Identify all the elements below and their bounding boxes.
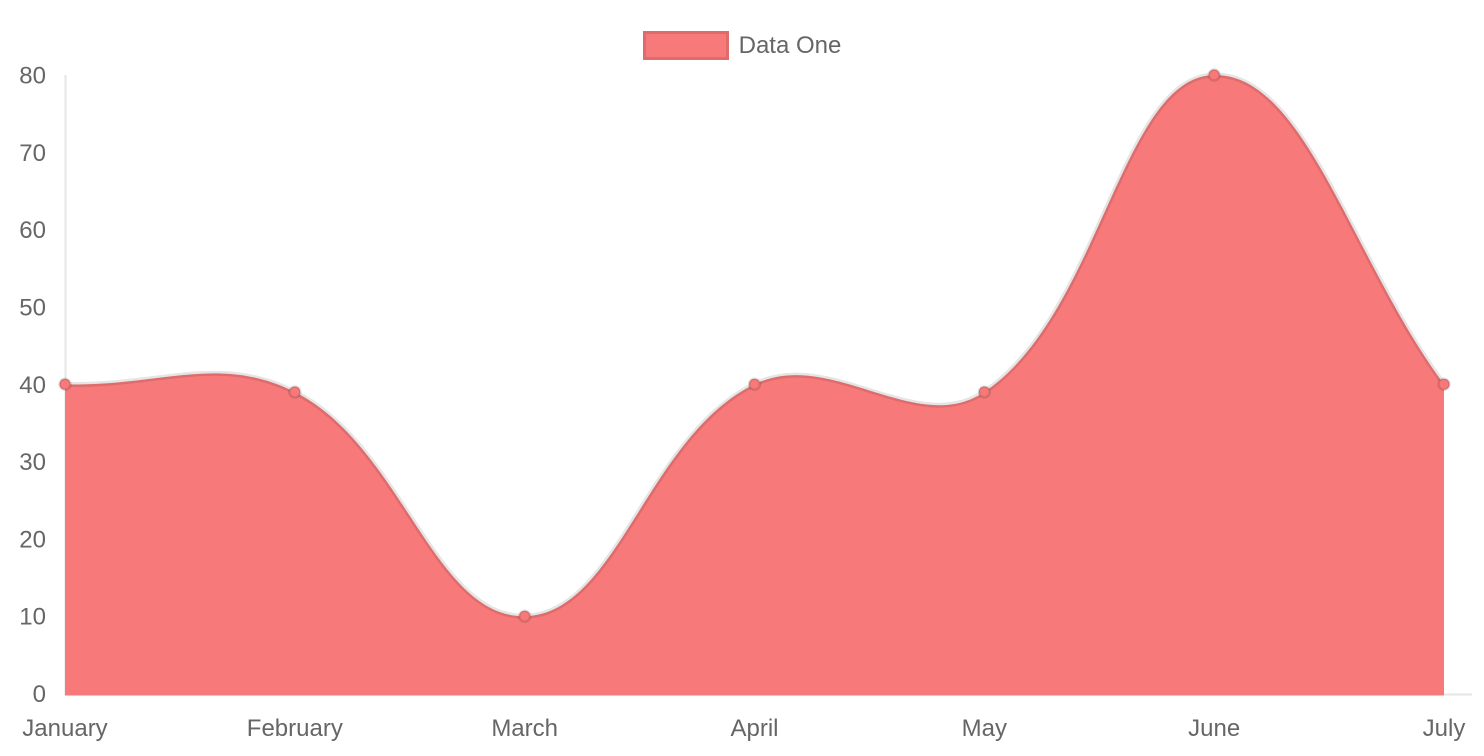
legend-swatch-icon: [642, 31, 729, 60]
y-tick-label-60: 60: [19, 217, 46, 244]
y-tick-label-40: 40: [19, 372, 46, 399]
x-tick-label-may: May: [962, 715, 1007, 742]
x-tick-label-february: February: [247, 715, 343, 742]
x-tick-label-april: April: [730, 715, 778, 742]
x-tick-label-june: June: [1188, 715, 1240, 742]
y-tick-label-0: 0: [33, 681, 46, 708]
y-tick-label-80: 80: [19, 63, 46, 90]
y-tick-label-70: 70: [19, 140, 46, 167]
data-point-july[interactable]: [1437, 377, 1451, 391]
data-point-february[interactable]: [288, 385, 302, 399]
y-tick-label-20: 20: [19, 526, 46, 553]
data-point-march[interactable]: [517, 609, 532, 623]
x-tick-label-january: January: [22, 715, 107, 742]
data-point-may[interactable]: [977, 385, 992, 399]
series-line-path: [64, 72, 1447, 619]
data-point-january[interactable]: [58, 377, 72, 391]
data-point-june[interactable]: [1207, 68, 1221, 82]
y-tick-label-10: 10: [19, 604, 46, 631]
chart-legend: Data One: [0, 31, 1484, 60]
legend-label: Data One: [738, 32, 842, 59]
y-tick-label-30: 30: [19, 449, 46, 476]
x-tick-label-july: July: [1423, 715, 1466, 742]
x-tick-label-march: March: [491, 715, 558, 742]
legend-item-data-one[interactable]: Data One: [642, 31, 842, 60]
y-tick-label-50: 50: [19, 294, 46, 321]
data-point-april[interactable]: [747, 377, 762, 391]
